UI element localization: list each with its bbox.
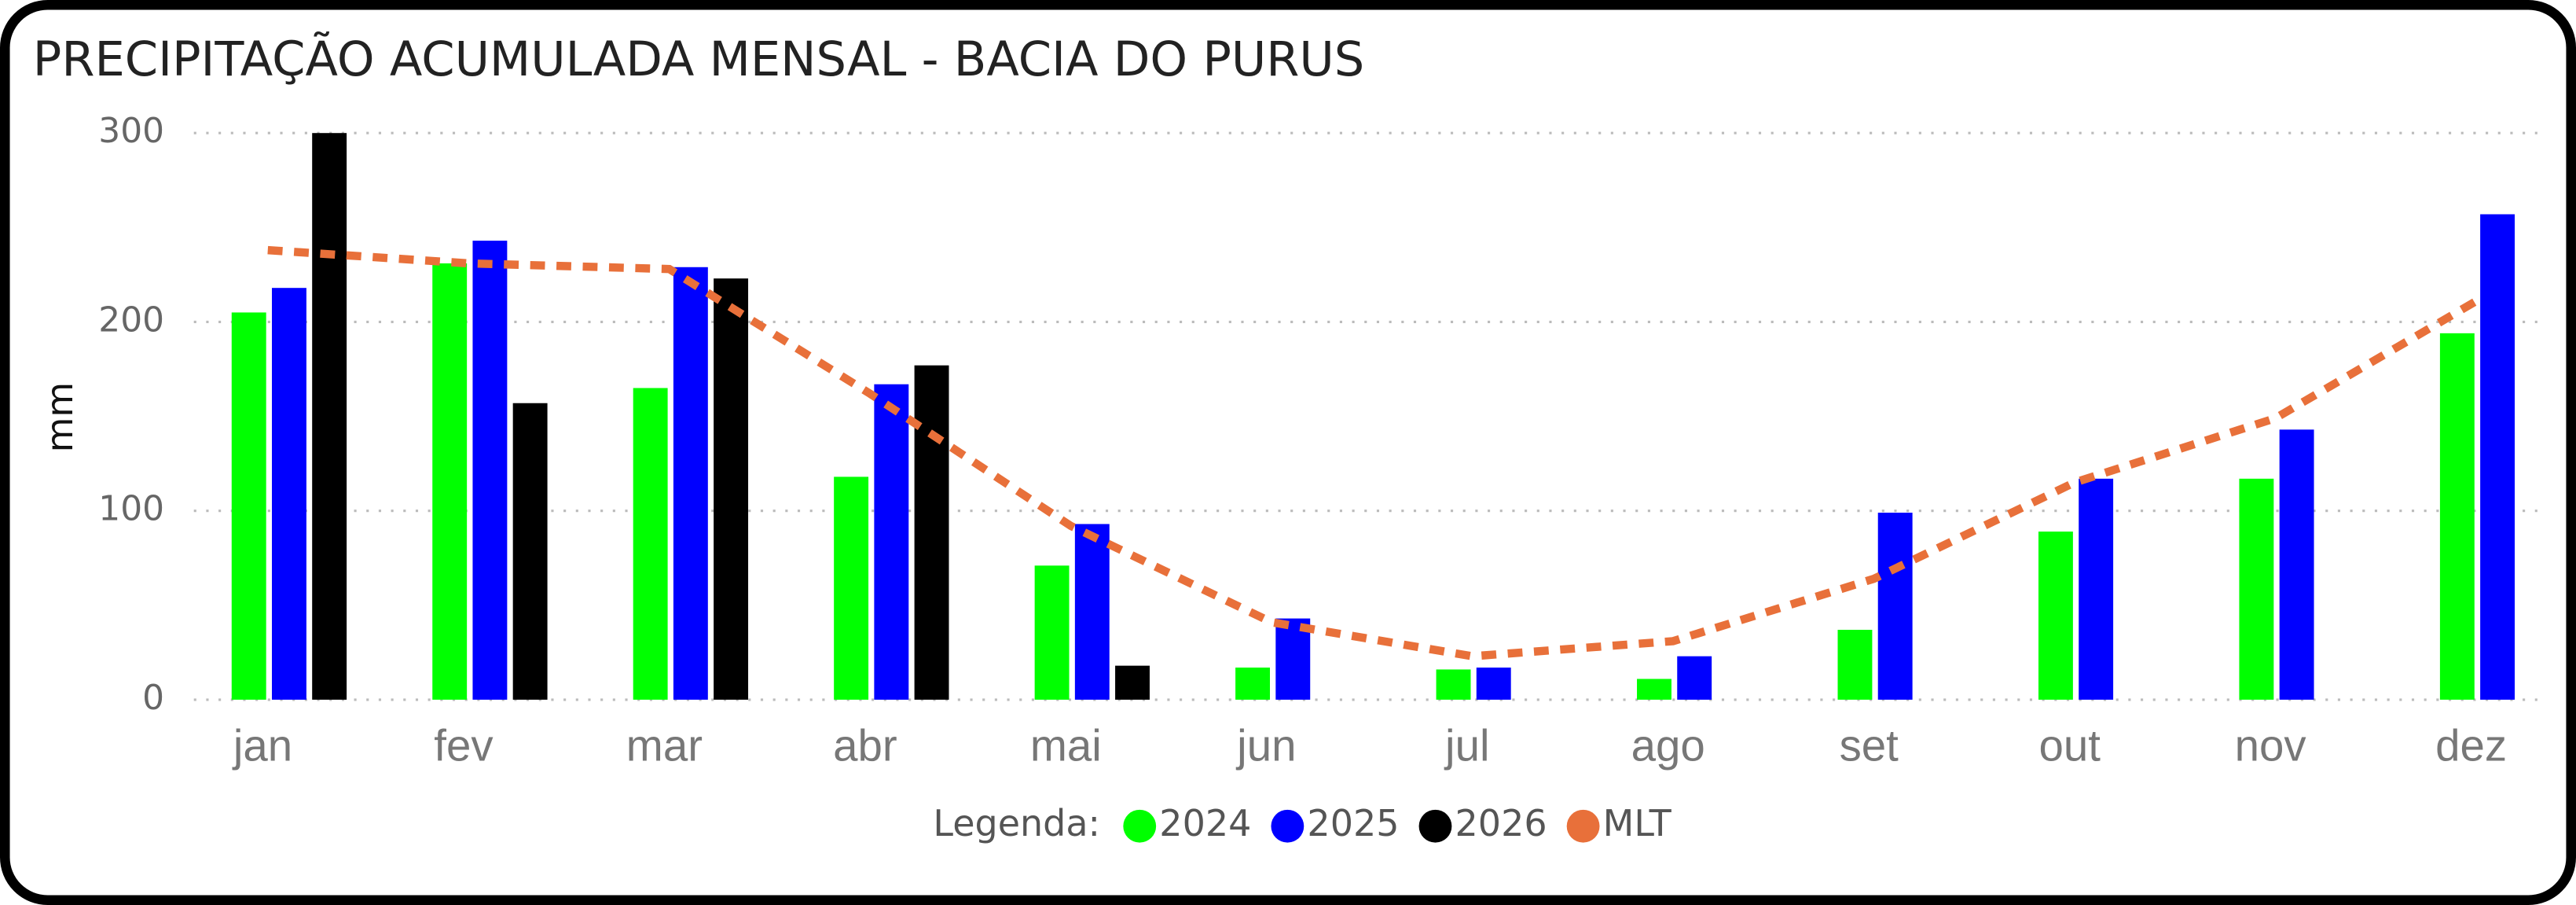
- x-tick-label: ago: [1631, 720, 1705, 770]
- bar: [834, 476, 869, 700]
- legend-label: 2024: [1159, 802, 1251, 844]
- bar: [231, 312, 266, 700]
- x-tick-label: mai: [1030, 720, 1102, 770]
- bar: [1034, 565, 1070, 700]
- x-tick-label: jun: [1235, 720, 1296, 770]
- bar: [1877, 513, 1913, 700]
- bar: [1275, 618, 1311, 700]
- bar: [1074, 524, 1110, 700]
- x-tick-label: abr: [833, 720, 897, 770]
- y-tick-label: 100: [98, 489, 164, 529]
- y-tick-label: 200: [98, 300, 164, 340]
- bar: [1837, 629, 1873, 700]
- line: [267, 245, 2479, 660]
- bar: [633, 388, 668, 700]
- bar: [914, 365, 949, 700]
- bar: [2480, 214, 2515, 700]
- y-tick-label: 0: [142, 678, 164, 718]
- bar: [432, 263, 468, 700]
- bar: [2239, 478, 2274, 700]
- y-tick-label: 300: [98, 111, 164, 151]
- legend-label: 2026: [1455, 802, 1547, 844]
- bar: [1235, 668, 1271, 700]
- x-tick-label: out: [2038, 720, 2101, 770]
- bar: [673, 267, 708, 700]
- bar: [1637, 679, 1671, 700]
- bar: [1677, 656, 1712, 700]
- bar: [472, 241, 508, 700]
- x-tick-label: jul: [1444, 720, 1489, 770]
- legend-marker: [1123, 809, 1157, 843]
- x-tick-label: fev: [434, 720, 494, 770]
- legend-label: MLT: [1603, 802, 1672, 844]
- bar: [271, 288, 306, 700]
- x-tick-label: set: [1840, 720, 1899, 770]
- bar: [2439, 333, 2475, 700]
- bar: [2079, 478, 2114, 700]
- x-tick-label: nov: [2235, 720, 2307, 770]
- bar: [2038, 532, 2073, 700]
- x-tick-label: dez: [2435, 720, 2507, 770]
- bar: [2279, 429, 2314, 700]
- legend-title: Legenda:: [933, 802, 1100, 844]
- bar: [312, 133, 347, 700]
- bar: [512, 403, 548, 700]
- legend-marker: [1271, 809, 1305, 843]
- bar: [714, 278, 749, 700]
- bar: [1436, 669, 1471, 700]
- legend-marker: [1566, 809, 1600, 843]
- x-tick-label: jan: [232, 720, 292, 770]
- legend-label: 2025: [1307, 802, 1399, 844]
- bar: [1476, 668, 1511, 700]
- bar: [1115, 665, 1150, 700]
- chart-title: PRECIPITAÇÃO ACUMULADA MENSAL - BACIA DO…: [33, 31, 1364, 87]
- y-axis-label: mm: [39, 382, 81, 453]
- bar: [874, 384, 909, 700]
- legend-marker: [1418, 809, 1452, 843]
- x-tick-label: mar: [626, 720, 703, 770]
